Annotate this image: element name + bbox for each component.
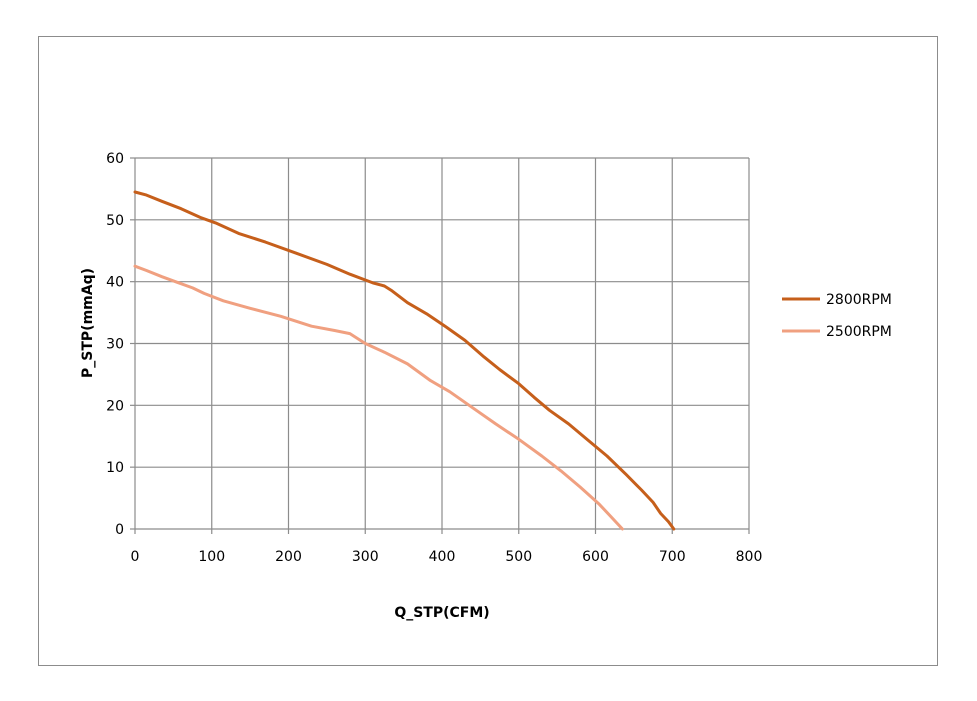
y-tick-label: 50: [106, 213, 124, 229]
y-tick-label: 10: [106, 460, 124, 476]
series-line-2800rpm: [133, 190, 676, 531]
x-tick-label: 700: [659, 549, 686, 565]
gridlines: [130, 157, 750, 534]
y-tick-label: 60: [106, 151, 124, 167]
y-axis-title: P_STP(mmAq): [80, 268, 96, 378]
x-tick-label: 400: [429, 549, 456, 565]
y-tick-label: 30: [106, 337, 124, 353]
x-tick-label: 100: [198, 549, 225, 565]
x-tick-labels: 0 100 200 300 400 500 600 700 800: [131, 549, 763, 565]
x-tick-label: 800: [736, 549, 763, 565]
x-axis-title: Q_STP(CFM): [394, 605, 489, 621]
y-tick-labels: 0 10 20 30 40 50 60: [106, 151, 124, 538]
y-tick-label: 40: [106, 275, 124, 291]
series-line-2500rpm: [133, 264, 624, 531]
y-tick-label: 20: [106, 398, 124, 414]
series-lines: [133, 190, 676, 531]
x-tick-label: 300: [352, 549, 379, 565]
x-tick-label: 600: [582, 549, 609, 565]
legend-label: 2500RPM: [826, 324, 892, 340]
x-tick-label: 500: [505, 549, 532, 565]
x-tick-label: 200: [275, 549, 302, 565]
legend-label: 2800RPM: [826, 292, 892, 308]
chart-frame: [38, 36, 938, 666]
y-tick-label: 0: [115, 522, 124, 538]
x-tick-label: 0: [131, 549, 140, 565]
legend: 2800RPM 2500RPM: [782, 292, 892, 340]
